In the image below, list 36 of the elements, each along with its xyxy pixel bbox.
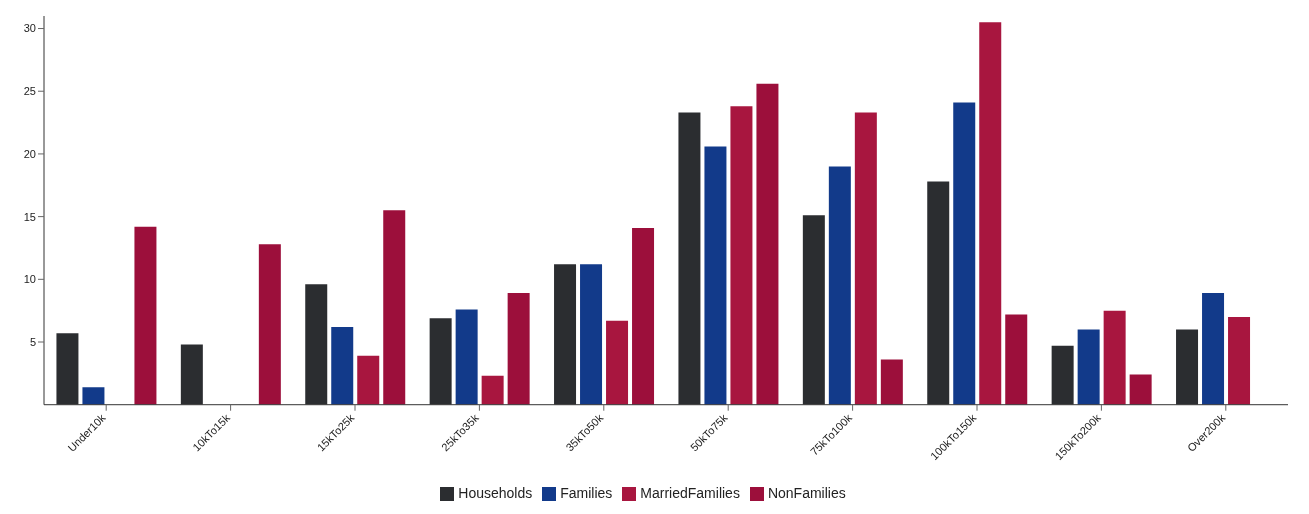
bar xyxy=(979,22,1002,405)
bar xyxy=(357,355,380,405)
bar xyxy=(880,359,903,405)
bar xyxy=(134,226,157,405)
bar xyxy=(258,244,281,405)
bar xyxy=(1129,374,1152,405)
bar xyxy=(82,387,105,405)
bar xyxy=(1103,310,1126,405)
bar xyxy=(1005,314,1028,405)
bar xyxy=(383,210,406,405)
bar xyxy=(606,320,629,405)
y-tick-label: 20 xyxy=(23,147,36,160)
y-tick-label: 5 xyxy=(29,335,36,348)
y-tick-label: 10 xyxy=(23,273,36,286)
y-tick-label: 30 xyxy=(23,22,36,35)
legend-label: MarriedFamilies xyxy=(640,484,740,501)
legend-label: Families xyxy=(560,484,613,501)
y-tick-label: 25 xyxy=(23,85,36,98)
bar xyxy=(953,102,976,405)
bar xyxy=(1077,329,1100,405)
y-tick-label: 15 xyxy=(23,210,36,223)
legend-label: NonFamilies xyxy=(767,484,846,501)
bar xyxy=(632,227,655,405)
bar xyxy=(481,375,504,405)
bar xyxy=(756,83,779,405)
bar xyxy=(331,326,354,405)
bar xyxy=(1202,293,1225,405)
bar xyxy=(854,112,877,405)
bar xyxy=(507,293,530,405)
bar xyxy=(704,146,727,405)
bar xyxy=(1228,316,1251,405)
bar xyxy=(730,106,753,405)
bar xyxy=(580,264,603,405)
bar xyxy=(828,166,851,405)
bar xyxy=(455,309,478,405)
legend-label: Households xyxy=(458,484,533,501)
